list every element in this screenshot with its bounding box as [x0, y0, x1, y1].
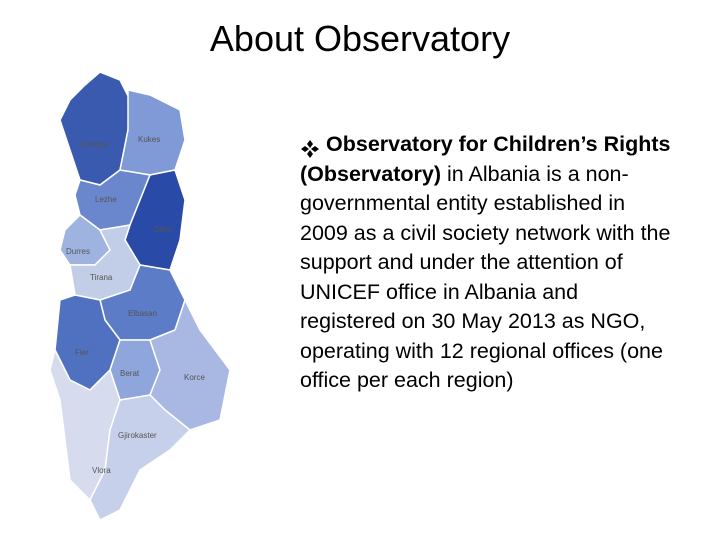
region-label: Berat: [120, 369, 140, 378]
region-label: Tirana: [90, 273, 113, 282]
region-label: Vlora: [92, 466, 111, 475]
body-span: in Albania is a non-governmental entity …: [300, 161, 671, 393]
region: [119, 89, 186, 176]
region-label: Shkoder: [80, 140, 110, 149]
albania-map: Shkoder Kukes Lezhe Diber Durres Tirana …: [49, 71, 231, 522]
region: [149, 298, 231, 431]
region-label: Fier: [75, 348, 89, 357]
region: [89, 394, 192, 522]
bold-text: Observatory for Children’s Rights (Obser…: [300, 132, 671, 186]
region-label: Elbasan: [128, 309, 157, 318]
region-label: Lezhe: [95, 195, 117, 204]
slide-title: About Observatory: [209, 18, 511, 59]
region-label: Kukes: [138, 135, 160, 144]
body-text: Observatory for Children’s Rights (Obser…: [300, 130, 672, 396]
bullet-icon: [301, 140, 319, 158]
region-label: Durres: [66, 247, 90, 256]
region-label: Gjirokaster: [118, 431, 157, 440]
region-label: Diber: [154, 225, 173, 234]
region-label: Korce: [184, 373, 205, 382]
region: [59, 71, 131, 186]
